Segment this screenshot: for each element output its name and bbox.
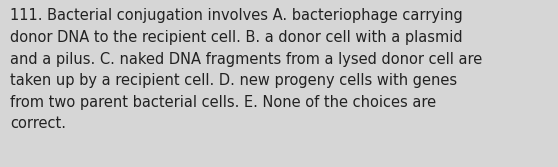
Text: 111. Bacterial conjugation involves A. bacteriophage carrying
donor DNA to the r: 111. Bacterial conjugation involves A. b… <box>10 8 482 131</box>
